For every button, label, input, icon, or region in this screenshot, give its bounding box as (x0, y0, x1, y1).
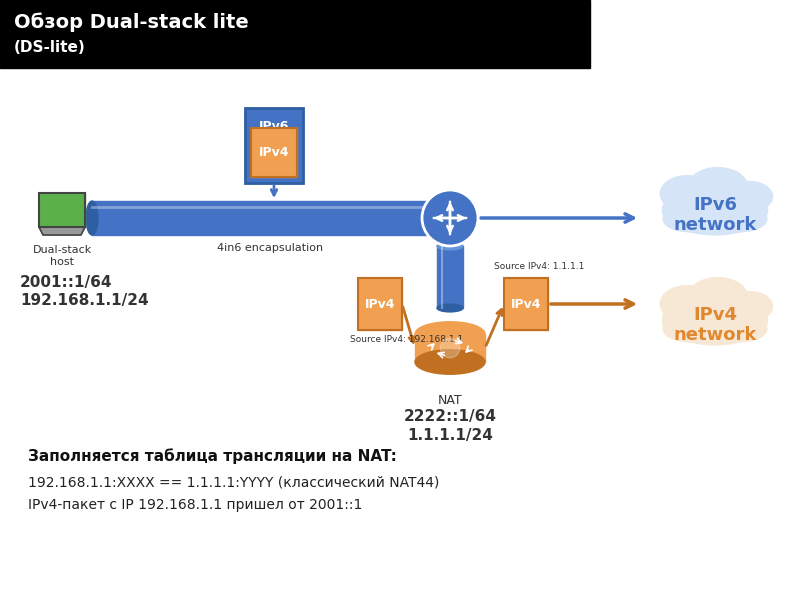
Ellipse shape (663, 206, 717, 232)
Circle shape (440, 338, 460, 358)
Ellipse shape (661, 176, 714, 212)
Text: Обзор Dual-stack lite: Обзор Dual-stack lite (14, 12, 249, 32)
Text: IPv4
network: IPv4 network (674, 305, 757, 344)
Ellipse shape (663, 316, 717, 341)
Ellipse shape (714, 316, 767, 341)
Text: Dual-stack: Dual-stack (32, 245, 92, 255)
Text: 2222::1/64: 2222::1/64 (403, 409, 497, 424)
Text: NAT: NAT (438, 394, 462, 407)
Bar (39, 193, 85, 227)
Bar (245, 108, 303, 183)
Ellipse shape (728, 292, 773, 322)
Text: Заполняется таблица трансляции на NAT:: Заполняется таблица трансляции на NAT: (28, 448, 397, 464)
Bar (358, 278, 402, 330)
Ellipse shape (437, 304, 463, 312)
Ellipse shape (688, 278, 747, 316)
Ellipse shape (663, 316, 717, 341)
Bar (245, 108, 303, 183)
Text: 192.168.1.1/24: 192.168.1.1/24 (20, 293, 149, 308)
Bar (251, 128, 297, 177)
Ellipse shape (437, 242, 463, 250)
Ellipse shape (714, 206, 767, 232)
Ellipse shape (415, 350, 485, 374)
Text: Source IPv4: 1.1.1.1: Source IPv4: 1.1.1.1 (494, 262, 584, 271)
Ellipse shape (728, 182, 773, 211)
Ellipse shape (662, 295, 767, 345)
Ellipse shape (415, 322, 485, 346)
Ellipse shape (714, 206, 767, 232)
Ellipse shape (661, 286, 714, 322)
Bar (358, 278, 402, 330)
Bar (39, 193, 85, 227)
Bar (437, 246, 463, 308)
Polygon shape (39, 227, 85, 235)
Bar (0, 0, 590, 68)
Ellipse shape (728, 182, 773, 211)
Text: IPv4: IPv4 (365, 298, 395, 311)
Ellipse shape (662, 185, 767, 235)
Ellipse shape (661, 176, 714, 212)
Text: Source IPv4: 192.168.1.1: Source IPv4: 192.168.1.1 (350, 335, 463, 344)
Text: IPv6: IPv6 (259, 120, 289, 133)
Ellipse shape (688, 168, 747, 205)
Ellipse shape (442, 201, 454, 235)
Text: 2001::1/64: 2001::1/64 (20, 275, 113, 290)
Ellipse shape (661, 286, 714, 322)
Text: IPv4-пакет с IP 192.168.1.1 пришел от 2001::1: IPv4-пакет с IP 192.168.1.1 пришел от 20… (28, 498, 362, 512)
Ellipse shape (663, 206, 717, 232)
Bar (504, 278, 548, 330)
Text: 4in6 encapsulation: 4in6 encapsulation (217, 243, 323, 253)
Bar (504, 278, 548, 330)
Ellipse shape (662, 295, 767, 345)
Ellipse shape (688, 168, 747, 205)
Bar (415, 334, 485, 362)
Bar (251, 128, 297, 177)
Bar (92, 201, 448, 235)
Ellipse shape (662, 185, 767, 235)
Text: IPv6
network: IPv6 network (674, 196, 757, 235)
Text: host: host (50, 257, 74, 267)
Circle shape (422, 190, 478, 246)
Ellipse shape (714, 316, 767, 341)
Text: 192.168.1.1:XXXX == 1.1.1.1:YYYY (классический NAT44): 192.168.1.1:XXXX == 1.1.1.1:YYYY (класси… (28, 476, 439, 490)
Text: IPv4: IPv4 (510, 298, 542, 311)
Ellipse shape (728, 292, 773, 322)
Text: (DS-lite): (DS-lite) (14, 40, 86, 55)
Ellipse shape (688, 278, 747, 316)
Text: IPv4: IPv4 (258, 146, 290, 159)
Ellipse shape (86, 201, 98, 235)
Text: 1.1.1.1/24: 1.1.1.1/24 (407, 428, 493, 443)
